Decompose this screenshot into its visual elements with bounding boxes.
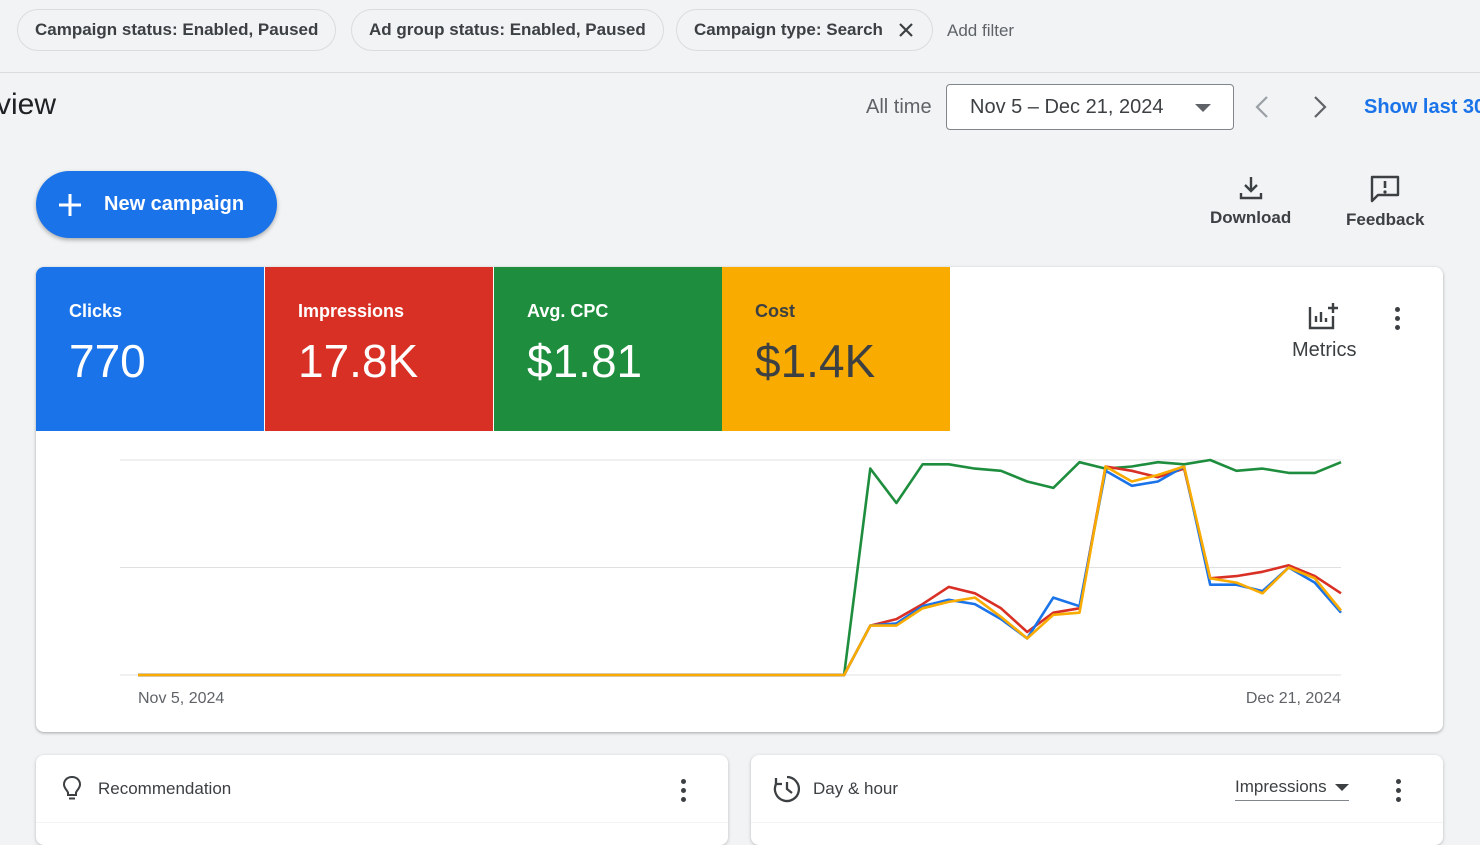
metrics-button[interactable]: Metrics	[1292, 301, 1356, 362]
filter-chip-label: Campaign status: Enabled, Paused	[35, 20, 319, 39]
series-line	[138, 465, 1342, 677]
scorecard-avg-cpc[interactable]: Avg. CPC $1.81	[494, 267, 722, 431]
filter-chip-label: Campaign type: Search	[694, 20, 883, 39]
x-axis-start-label: Nov 5, 2024	[138, 690, 224, 707]
schedule-icon	[773, 775, 801, 803]
date-range-value: Nov 5 – Dec 21, 2024	[970, 95, 1164, 118]
close-icon[interactable]	[897, 21, 915, 39]
metric-select-value: Impressions	[1235, 777, 1327, 796]
recommendation-title: Recommendation	[98, 779, 232, 798]
more-options-icon[interactable]	[681, 779, 687, 806]
more-options-icon[interactable]	[1395, 307, 1401, 334]
scorecard-clicks[interactable]: Clicks 770	[36, 267, 264, 431]
overview-card: Clicks 770 Impressions 17.8K Avg. CPC $1…	[36, 267, 1443, 732]
filter-bar: Campaign status: Enabled, Paused Ad grou…	[0, 0, 1480, 73]
feedback-icon	[1371, 175, 1400, 203]
scorecard-cost[interactable]: Cost $1.4K	[722, 267, 950, 431]
day-hour-title: Day & hour	[813, 779, 899, 798]
metric-select[interactable]: Impressions	[1235, 777, 1349, 801]
scorecard-label: Impressions	[298, 301, 405, 321]
scorecard-label: Avg. CPC	[527, 301, 609, 321]
scorecard-impressions[interactable]: Impressions 17.8K	[265, 267, 493, 431]
scorecard-value: 17.8K	[298, 335, 419, 387]
download-button[interactable]: Download	[1210, 174, 1291, 228]
all-time-label: All time	[866, 96, 932, 118]
day-hour-card: Day & hour Impressions	[751, 755, 1443, 845]
chevron-down-icon	[1195, 104, 1211, 112]
divider	[36, 822, 728, 823]
chevron-right-icon[interactable]	[1307, 94, 1331, 120]
chevron-left-icon[interactable]	[1251, 94, 1275, 120]
filter-chip-campaign-status[interactable]: Campaign status: Enabled, Paused	[17, 9, 337, 51]
filter-chip-label: Ad group status: Enabled, Paused	[369, 20, 646, 39]
feedback-label: Feedback	[1346, 210, 1425, 229]
new-campaign-button[interactable]: New campaign	[36, 171, 277, 238]
scorecard-value: $1.4K	[755, 335, 876, 387]
new-campaign-label: New campaign	[104, 193, 245, 215]
scorecard-label: Cost	[755, 301, 795, 321]
date-range-select[interactable]: Nov 5 – Dec 21, 2024	[946, 84, 1234, 130]
chevron-down-icon	[1334, 783, 1349, 791]
download-label: Download	[1210, 208, 1292, 227]
plus-icon	[59, 193, 81, 216]
recommendation-card: Recommendation	[36, 755, 728, 845]
download-icon	[1239, 177, 1262, 200]
performance-chart: Nov 5, 2024 Dec 21, 2024	[120, 458, 1343, 707]
add-filter-button[interactable]: Add filter	[947, 21, 1015, 40]
add-chart-icon	[1309, 303, 1339, 330]
show-last-button[interactable]: Show last 30	[1364, 96, 1480, 118]
lightbulb-icon	[62, 775, 82, 800]
filter-chip-ad-group-status[interactable]: Ad group status: Enabled, Paused	[351, 9, 664, 51]
feedback-button[interactable]: Feedback	[1346, 174, 1424, 230]
divider	[751, 822, 1443, 823]
more-options-icon[interactable]	[1396, 779, 1402, 806]
series-line	[138, 465, 1342, 677]
metrics-label: Metrics	[1292, 339, 1357, 361]
scorecard-value: 770	[69, 335, 146, 387]
x-axis-end-label: Dec 21, 2024	[1246, 690, 1341, 707]
scorecard-label: Clicks	[69, 301, 123, 321]
filter-chip-campaign-type[interactable]: Campaign type: Search	[676, 9, 933, 51]
series-line	[138, 465, 1343, 677]
scorecard-value: $1.81	[527, 335, 643, 387]
